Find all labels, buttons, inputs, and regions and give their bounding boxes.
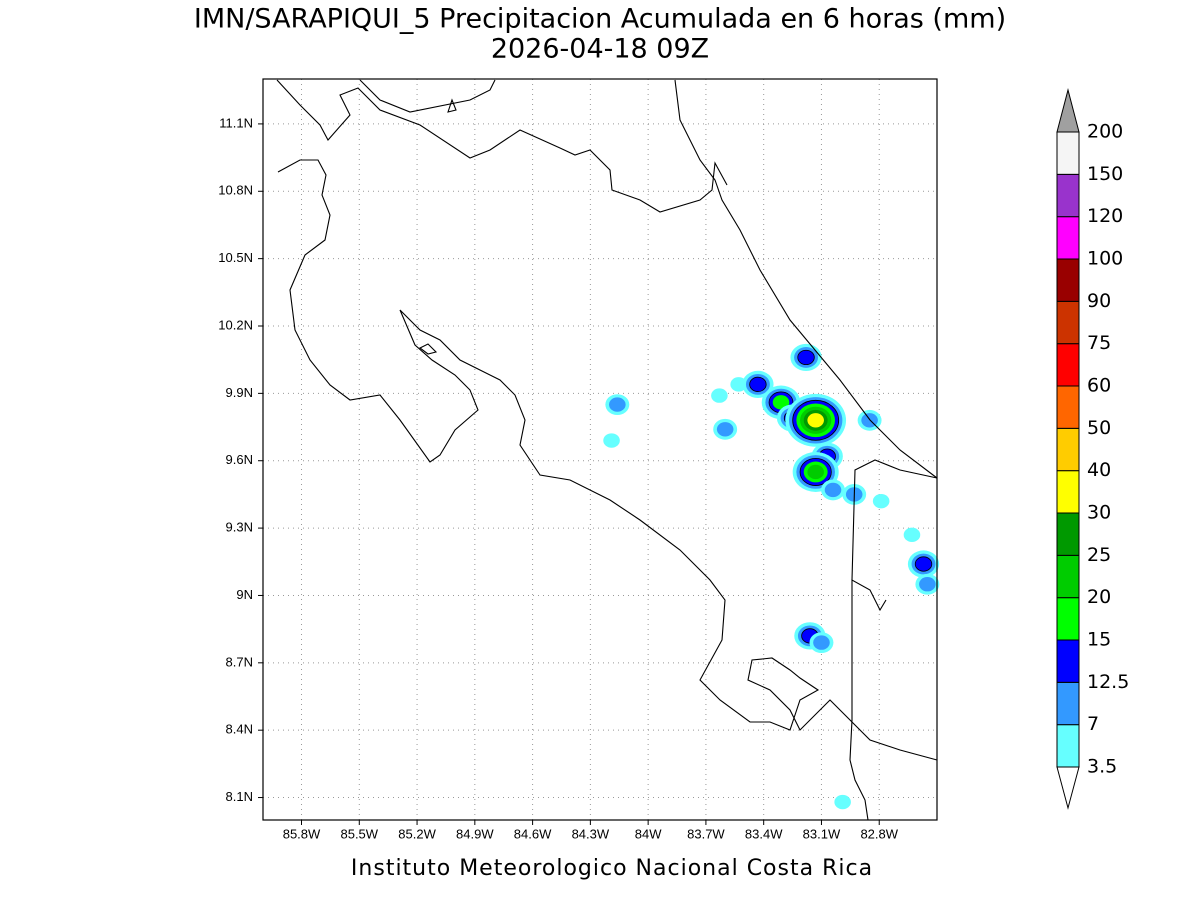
contour-ring bbox=[716, 422, 734, 437]
colorbar-bin bbox=[1056, 639, 1080, 683]
coastline bbox=[359, 79, 496, 113]
y-tick-label: 9.6N bbox=[226, 452, 253, 467]
colorbar-label: 40 bbox=[1087, 459, 1111, 481]
colorbar-bin bbox=[1056, 724, 1080, 768]
border bbox=[849, 579, 887, 821]
colorbar-label: 12.5 bbox=[1087, 671, 1129, 693]
x-tick-label: 84.9W bbox=[456, 826, 494, 841]
colorbar-bin bbox=[1056, 512, 1080, 556]
title: IMN/SARAPIQUI_5 Precipitacion Acumulada … bbox=[194, 4, 1006, 35]
colorbar-bin bbox=[1056, 681, 1080, 726]
colorbar-bin bbox=[1056, 300, 1080, 345]
colorbar-label: 7 bbox=[1087, 713, 1099, 735]
contour-ring bbox=[824, 482, 842, 498]
island bbox=[447, 98, 457, 113]
y-tick-label: 11.1N bbox=[219, 115, 253, 130]
contour-ring bbox=[914, 556, 933, 572]
colorbar-label: 30 bbox=[1087, 502, 1111, 524]
y-tick-label: 8.1N bbox=[226, 789, 253, 804]
colorbar-label: 15 bbox=[1087, 629, 1111, 651]
colorbar-label: 20 bbox=[1087, 586, 1111, 608]
x-tick-label: 83.4W bbox=[745, 826, 783, 841]
y-tick-label: 9.3N bbox=[226, 520, 253, 535]
y-tick-label: 10.5N bbox=[218, 250, 253, 265]
contour-ring bbox=[919, 577, 936, 592]
colorbar: 3.5 7 12.5 15 20 25 30 40 50 60 75 90 100 120 150 200 bbox=[1056, 88, 1129, 810]
colorbar-label: 3.5 bbox=[1087, 756, 1117, 778]
map-frame bbox=[262, 78, 938, 821]
x-tick-label: 83.7W bbox=[687, 826, 725, 841]
colorbar-label: 90 bbox=[1087, 290, 1111, 312]
contour-ring bbox=[772, 395, 790, 410]
precip-cell bbox=[730, 377, 747, 392]
y-tick-label: 9.9N bbox=[226, 385, 253, 400]
colorbar-bin bbox=[1056, 173, 1080, 218]
colorbar-bin bbox=[1056, 554, 1080, 599]
colorbar-bin bbox=[1056, 343, 1080, 387]
contour-ring bbox=[807, 413, 824, 428]
x-tick-label: 84W bbox=[635, 826, 662, 841]
colorbar-bin bbox=[1056, 427, 1080, 472]
x-tick-label: 85.5W bbox=[340, 826, 378, 841]
colorbar-label: 150 bbox=[1087, 163, 1123, 185]
subtitle: 2026-04-18 09Z bbox=[491, 34, 709, 65]
precip-cell bbox=[903, 527, 921, 543]
precip-cell bbox=[872, 493, 890, 509]
coastline bbox=[276, 79, 728, 213]
x-tick-label: 84.3W bbox=[572, 826, 610, 841]
border bbox=[851, 459, 938, 581]
x-tick-label: 85.2W bbox=[398, 826, 436, 841]
x-tick-label: 85.8W bbox=[283, 826, 321, 841]
over-triangle bbox=[1056, 88, 1080, 133]
colorbar-label: 75 bbox=[1087, 332, 1111, 354]
contour-ring bbox=[749, 376, 767, 392]
colorbar-bin bbox=[1056, 216, 1080, 260]
coastlines bbox=[276, 79, 938, 821]
under-triangle bbox=[1056, 766, 1080, 810]
footer: Instituto Meteorologico Nacional Costa R… bbox=[351, 856, 873, 881]
colorbar-label: 60 bbox=[1087, 375, 1111, 397]
colorbar-bin bbox=[1056, 385, 1080, 429]
precip-cell bbox=[603, 433, 620, 448]
colorbar-bin bbox=[1056, 131, 1080, 175]
precip-cell bbox=[711, 388, 728, 403]
contour-ring bbox=[609, 397, 626, 412]
island bbox=[418, 343, 438, 355]
colorbar-label: 100 bbox=[1087, 248, 1123, 270]
colorbar-bin bbox=[1056, 470, 1080, 514]
colorbar-label: 120 bbox=[1087, 205, 1123, 227]
coastline bbox=[674, 79, 938, 479]
precip-cell bbox=[834, 794, 851, 810]
y-tick-label: 10.2N bbox=[218, 317, 253, 332]
colorbar-label: 200 bbox=[1087, 121, 1123, 143]
x-tick-label: 83.1W bbox=[803, 826, 841, 841]
y-tick-label: 8.7N bbox=[226, 654, 253, 669]
colorbar-bin bbox=[1056, 258, 1080, 302]
x-tick-label: 82.8W bbox=[860, 826, 898, 841]
coastline bbox=[277, 159, 938, 761]
colorbar-bin bbox=[1056, 597, 1080, 641]
contour-ring bbox=[807, 464, 824, 480]
y-tick-label: 8.4N bbox=[226, 722, 253, 737]
colorbar-label: 25 bbox=[1087, 544, 1111, 566]
colorbar-label: 50 bbox=[1087, 417, 1111, 439]
x-tick-label: 84.6W bbox=[514, 826, 552, 841]
precip-cells bbox=[603, 343, 940, 810]
y-tick-label: 9N bbox=[236, 587, 253, 602]
y-tick-label: 10.8N bbox=[218, 183, 253, 198]
contour-ring bbox=[813, 635, 830, 650]
contour-ring bbox=[797, 349, 815, 366]
